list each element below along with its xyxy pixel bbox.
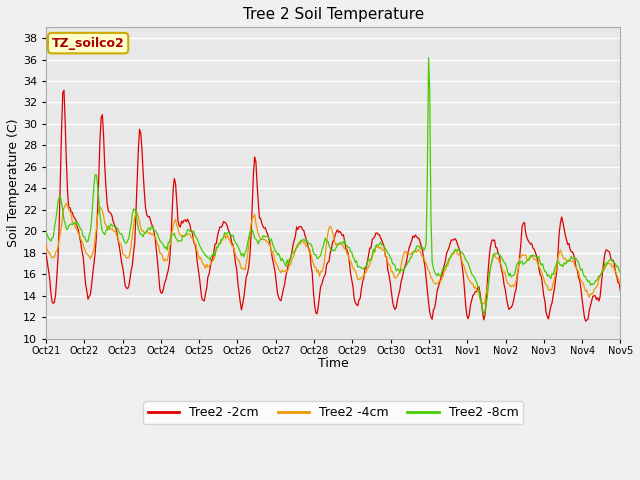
Legend: Tree2 -2cm, Tree2 -4cm, Tree2 -8cm: Tree2 -2cm, Tree2 -4cm, Tree2 -8cm — [143, 401, 524, 424]
X-axis label: Time: Time — [318, 357, 349, 370]
Text: TZ_soilco2: TZ_soilco2 — [52, 36, 125, 49]
Y-axis label: Soil Temperature (C): Soil Temperature (C) — [7, 119, 20, 247]
Title: Tree 2 Soil Temperature: Tree 2 Soil Temperature — [243, 7, 424, 22]
